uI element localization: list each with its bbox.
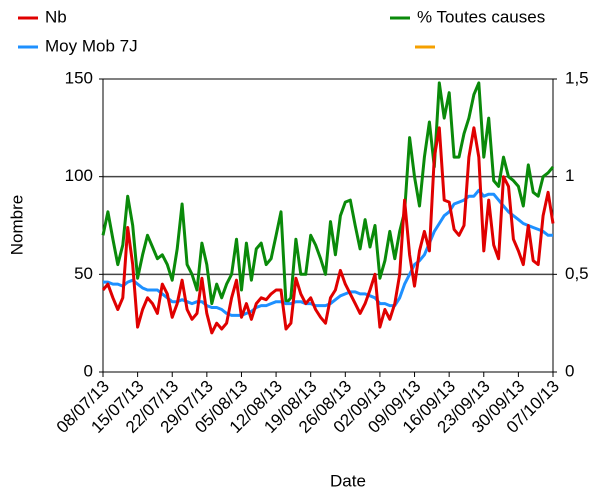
y-axis-title: Nombre: [7, 195, 26, 255]
y2-tick-label: 0: [565, 361, 574, 380]
y2-tick-label: 0,5: [565, 264, 589, 283]
y-tick-label: 150: [65, 68, 93, 87]
y-tick-label: 50: [74, 264, 93, 283]
legend-label: % Toutes causes: [417, 7, 545, 26]
legend-label: Moy Mob 7J: [45, 36, 138, 55]
y2-tick-label: 1,5: [565, 68, 589, 87]
y-tick-label: 0: [84, 361, 93, 380]
y2-tick-label: 1: [565, 166, 574, 185]
series-line: [101, 126, 555, 335]
series-line: [101, 81, 555, 306]
legend-label: Nb: [45, 7, 67, 26]
y-tick-label: 100: [65, 166, 93, 185]
x-axis-title: Date: [330, 471, 366, 489]
plot-frame: [102, 78, 554, 373]
